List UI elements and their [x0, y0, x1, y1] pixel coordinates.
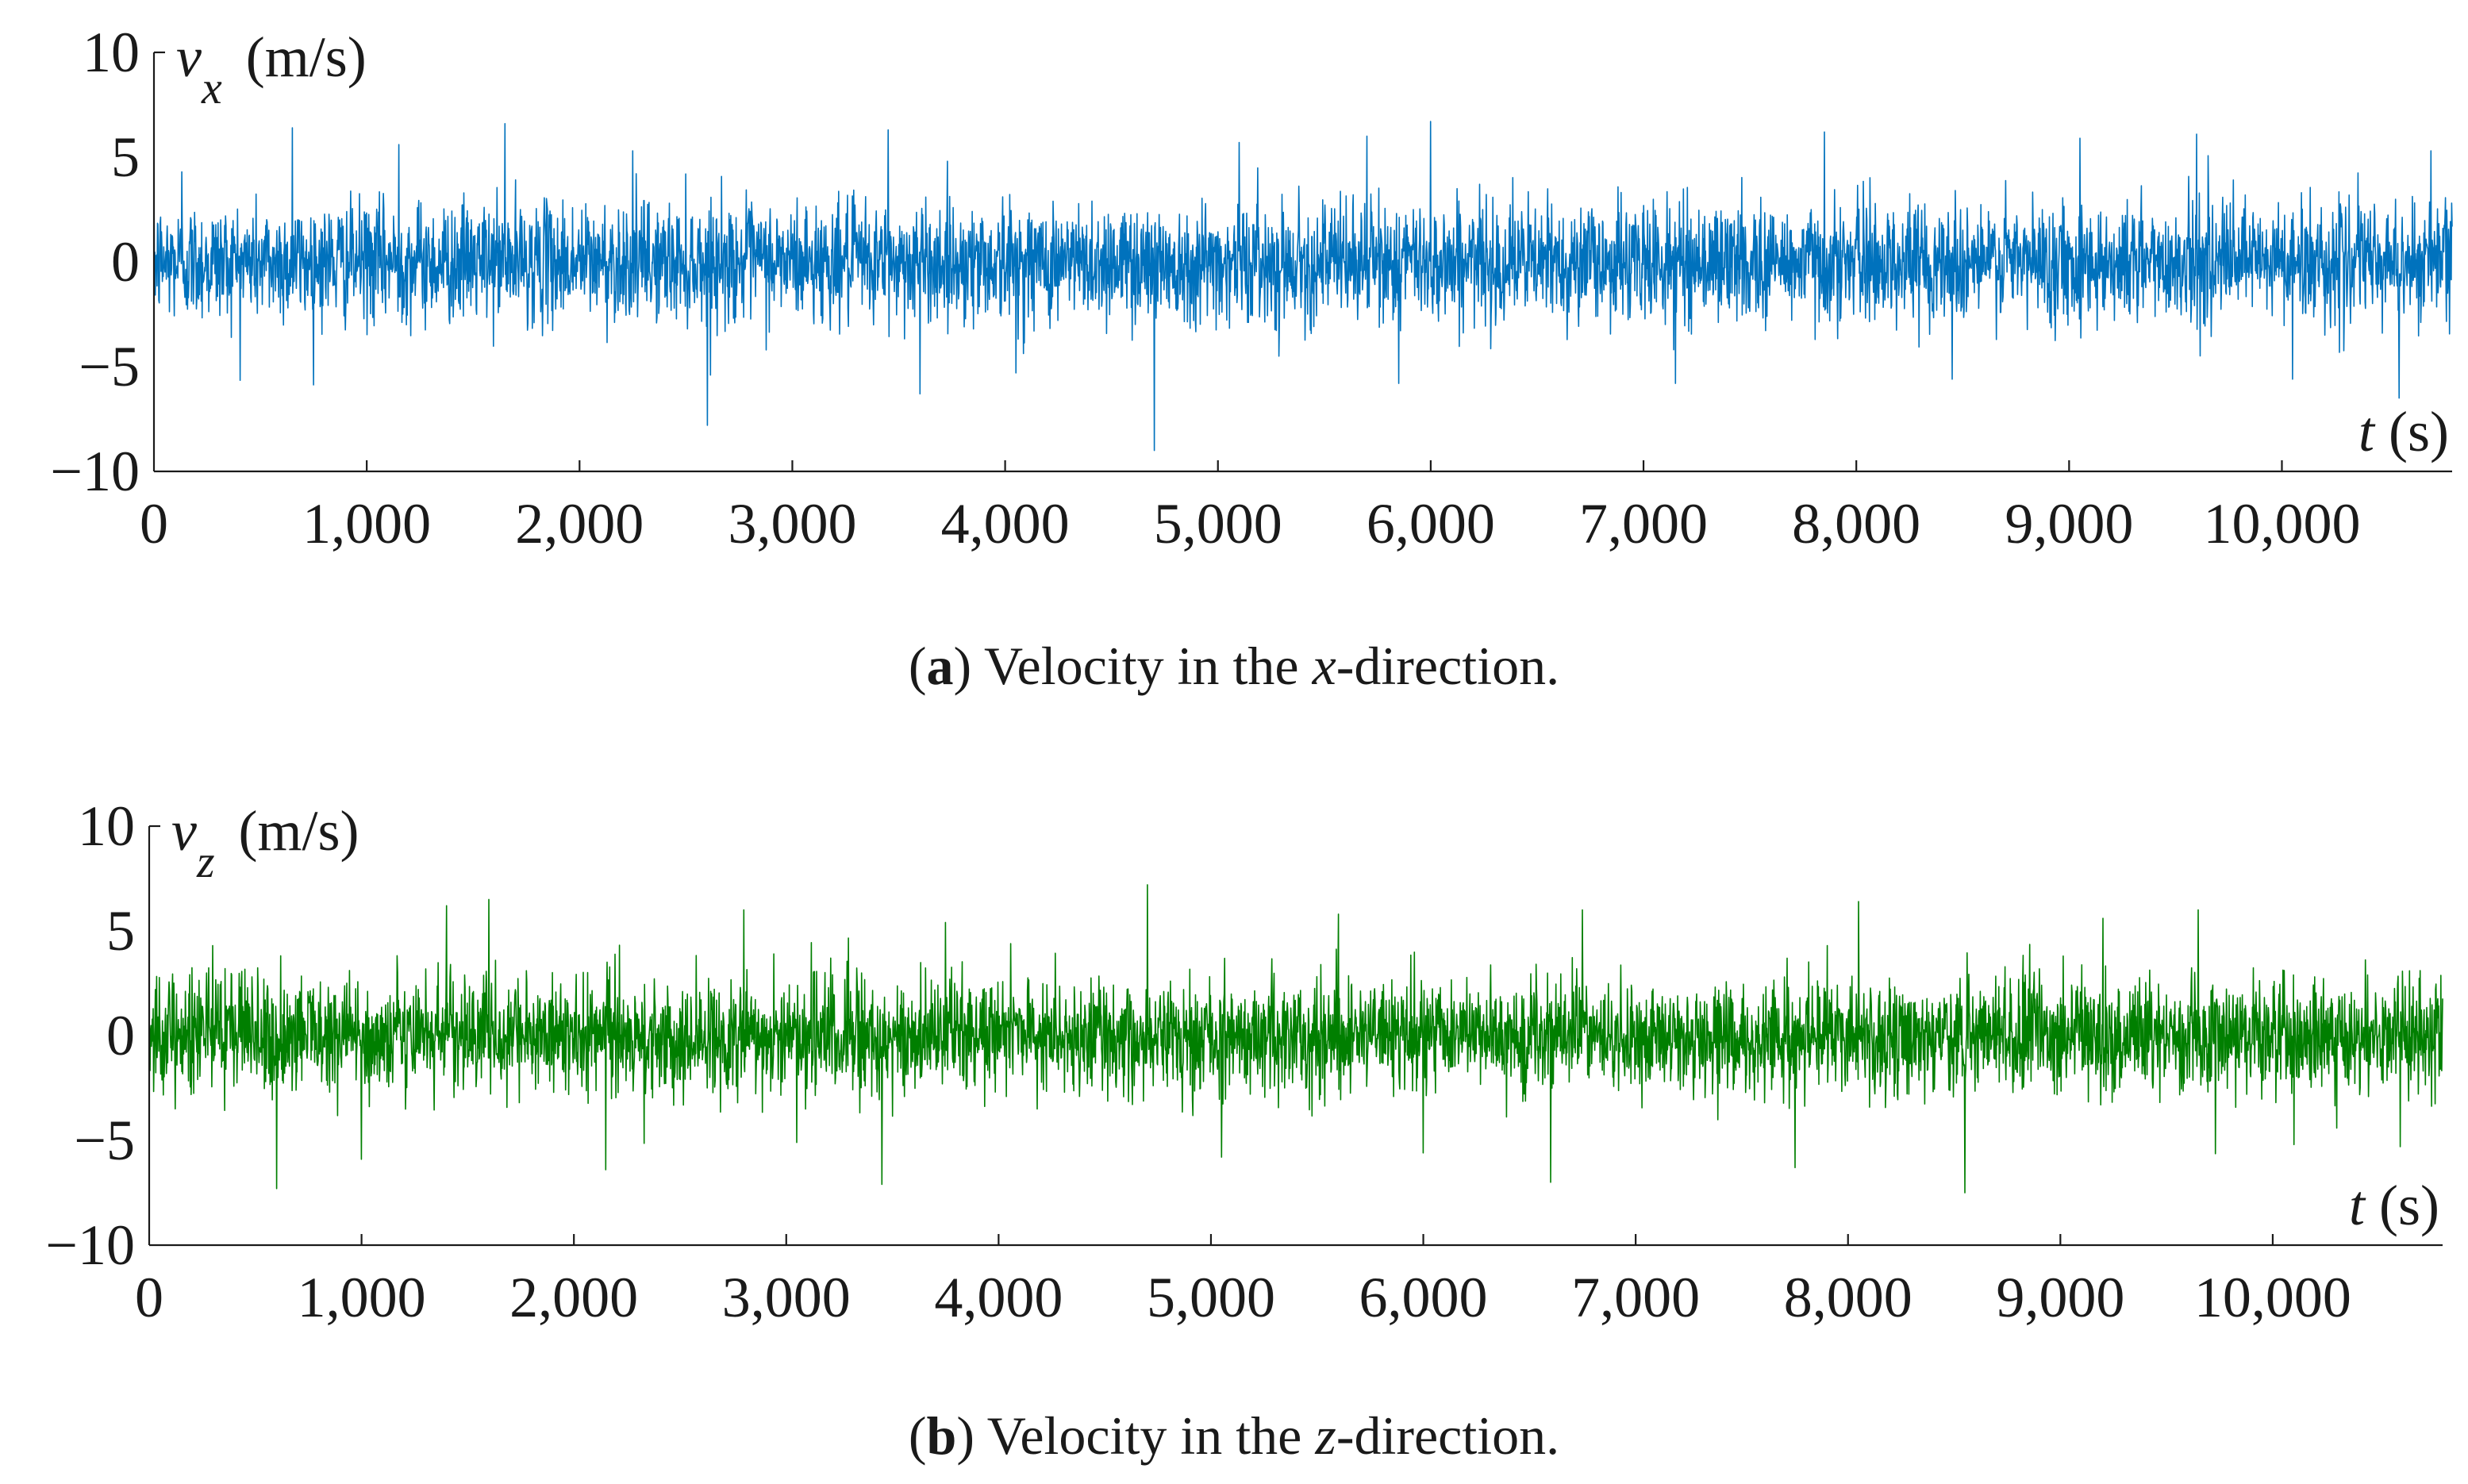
x-tick-label-b: 7,000	[1571, 1266, 1700, 1329]
x-tick-label-a: 5,000	[1154, 492, 1282, 556]
x-tick-label-b: 1,000	[298, 1266, 426, 1329]
y-tick-label-b: −10	[45, 1213, 135, 1277]
chart-panel-b: 10 5 0 −5 −10 0 1,000 2,000 3,000 4,000 5,000 6,000…	[0, 774, 2468, 1484]
x-tick-label-b: 6,000	[1359, 1266, 1488, 1329]
series-line-a	[153, 121, 2453, 452]
x-tick-label-b: 5,000	[1147, 1266, 1275, 1329]
x-tick-label-a: 3,000	[728, 492, 856, 556]
caption-b-post: -direction.	[1336, 1405, 1560, 1466]
caption-a-letter: a	[926, 636, 954, 696]
x-tick-label-b: 4,000	[934, 1266, 1063, 1329]
series-line-b	[148, 884, 2443, 1194]
x-tick-label-a: 8,000	[1792, 492, 1920, 556]
x-axis-label-symbol-a: t	[2358, 400, 2376, 463]
x-tick-label-b: 9,000	[1996, 1266, 2124, 1329]
y-axis-label-subscript-b: z	[196, 836, 215, 887]
x-tick-label-a: 2,000	[515, 492, 644, 556]
y-tick-label-b: 10	[78, 794, 135, 858]
y-axis-label-a: vx (m/s)	[176, 25, 367, 113]
y-tick-label-b: 5	[106, 899, 135, 963]
y-tick-label-a: −5	[79, 335, 140, 398]
y-axis-label-symbol-a: v	[176, 25, 202, 89]
x-tick-label-b: 8,000	[1784, 1266, 1913, 1329]
x-axis-label-unit-a: (s)	[2389, 400, 2449, 463]
y-tick-label-a: 0	[111, 230, 140, 294]
chart-panel-a: 10 5 0 −5 −10 0 1,000 2,000 3,000 4,000 5,000 6,000…	[50, 21, 2453, 696]
x-tick-label-b: 2,000	[509, 1266, 638, 1329]
y-tick-label-a: 10	[83, 21, 140, 84]
y-tick-label-b: 0	[106, 1004, 135, 1067]
x-tick-label-b: 0	[135, 1266, 163, 1329]
caption-b-letter: b	[926, 1405, 957, 1466]
x-tick-label-b: 10,000	[2194, 1266, 2351, 1329]
y-axis-label-b: vz (m/s)	[171, 799, 359, 887]
y-axis-label-unit-b: (m/s)	[239, 799, 359, 863]
x-tick-label-a: 1,000	[302, 492, 431, 556]
x-axis-label-a: t (s)	[2358, 400, 2449, 463]
caption-a-var: x	[1312, 636, 1336, 696]
y-axis-label-symbol-b: v	[171, 799, 197, 863]
x-axis-label-b: t (s)	[2349, 1174, 2439, 1237]
y-axis-label-subscript-a: x	[201, 62, 222, 113]
x-tick-label-a: 0	[140, 492, 168, 556]
x-axis-label-unit-b: (s)	[2379, 1174, 2439, 1237]
x-tick-label-a: 6,000	[1367, 492, 1495, 556]
y-axis-label-unit-a: (m/s)	[246, 25, 367, 89]
caption-a-post: -direction.	[1336, 636, 1560, 696]
y-tick-label-a: 5	[111, 125, 140, 189]
x-tick-label-a: 9,000	[2005, 492, 2133, 556]
caption-b-pre: Velocity in the	[974, 1405, 1316, 1466]
caption-a: (a) Velocity in the x-direction.	[908, 636, 1560, 696]
y-tick-label-b: −5	[74, 1109, 135, 1172]
caption-b: (b) Velocity in the z-direction.	[908, 1405, 1560, 1466]
caption-b-var: z	[1315, 1405, 1336, 1466]
x-tick-label-b: 3,000	[722, 1266, 851, 1329]
x-axis-label-symbol-b: t	[2349, 1174, 2366, 1237]
x-tick-label-a: 10,000	[2203, 492, 2360, 556]
x-tick-label-a: 4,000	[941, 492, 1070, 556]
caption-a-pre: Velocity in the	[971, 636, 1313, 696]
x-tick-label-a: 7,000	[1579, 492, 1708, 556]
y-tick-label-a: −10	[50, 440, 140, 503]
